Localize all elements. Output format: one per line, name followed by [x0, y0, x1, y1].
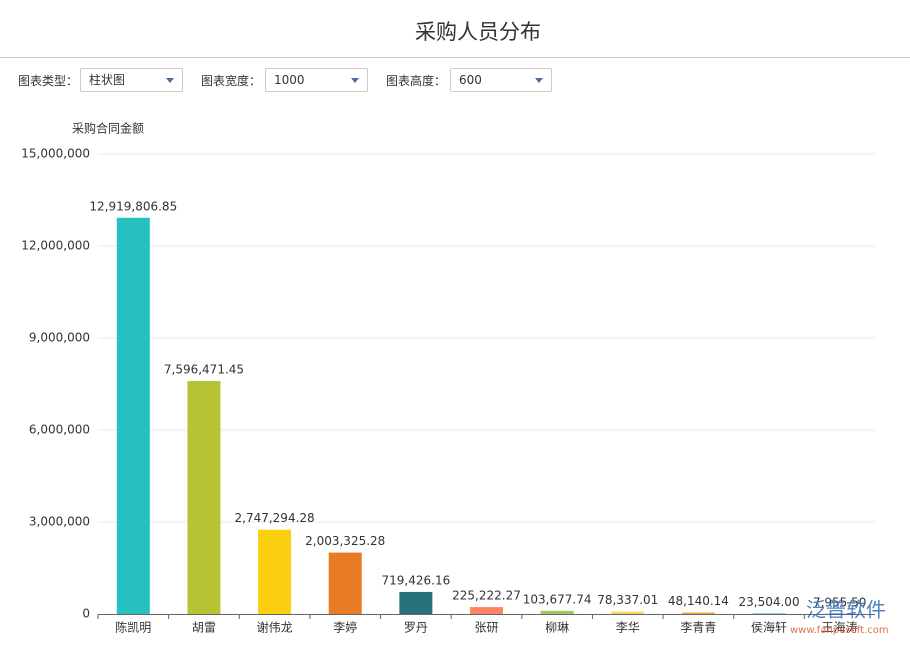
select-arrow [166, 78, 174, 83]
y-tick-label: 12,000,000 [21, 239, 90, 253]
value-label: 2,747,294.28 [235, 511, 315, 525]
bar [470, 607, 503, 614]
x-tick-label: 陈凯明 [115, 620, 151, 635]
chart-height-select[interactable]: 600 [450, 68, 552, 92]
bar [399, 592, 432, 614]
select-arrow [351, 78, 359, 83]
y-tick-label: 0 [82, 607, 90, 621]
value-label: 48,140.14 [668, 594, 729, 608]
x-tick-label: 谢伟龙 [257, 620, 293, 635]
x-tick-label: 张研 [474, 621, 498, 635]
control-label: 图表类型： [18, 73, 78, 89]
y-tick-label: 3,000,000 [29, 515, 90, 529]
bar [187, 381, 220, 614]
y-tick-label: 6,000,000 [29, 423, 90, 437]
x-tick-label: 李青青 [680, 620, 716, 635]
value-label: 2,003,325.28 [305, 534, 385, 548]
select-value: 柱状图 [89, 73, 125, 87]
select-value: 1000 [274, 73, 305, 87]
control-label: 图表高度： [386, 73, 446, 89]
bar [329, 553, 362, 614]
value-label: 719,426.16 [382, 573, 451, 587]
value-label: 7,596,471.45 [164, 363, 244, 377]
select-arrow [535, 78, 543, 83]
control-label: 图表宽度： [201, 73, 261, 89]
select-value: 600 [459, 73, 482, 87]
bar [611, 612, 644, 614]
value-label: 12,919,806.85 [89, 199, 177, 213]
x-tick-label: 罗丹 [404, 621, 428, 635]
y-tick-label: 15,000,000 [21, 147, 90, 161]
chart-type-select[interactable]: 柱状图 [80, 68, 183, 92]
y-axis-label: 采购合同金额 [72, 121, 144, 136]
value-label: 225,222.27 [452, 589, 521, 603]
bar [117, 218, 150, 614]
x-tick-label: 李华 [616, 620, 640, 635]
value-label: 103,677.74 [523, 592, 592, 606]
watermark-url: www.fanpusoft.com [790, 625, 889, 636]
bar [753, 613, 786, 614]
x-tick-label: 侯海轩 [751, 620, 787, 635]
x-tick-label: 柳琳 [545, 621, 569, 635]
x-tick-label: 李婷 [333, 620, 357, 635]
watermark-brand: 泛普软件 [806, 598, 886, 622]
bar [682, 613, 715, 614]
x-tick-label: 胡雷 [192, 621, 216, 635]
bar [541, 611, 574, 614]
page-title: 采购人员分布 [415, 20, 541, 44]
value-label: 78,337.01 [597, 593, 658, 607]
y-tick-label: 9,000,000 [29, 331, 90, 345]
chart-width-select[interactable]: 1000 [265, 68, 368, 92]
bar [258, 530, 291, 614]
value-label: 23,504.00 [739, 595, 800, 609]
